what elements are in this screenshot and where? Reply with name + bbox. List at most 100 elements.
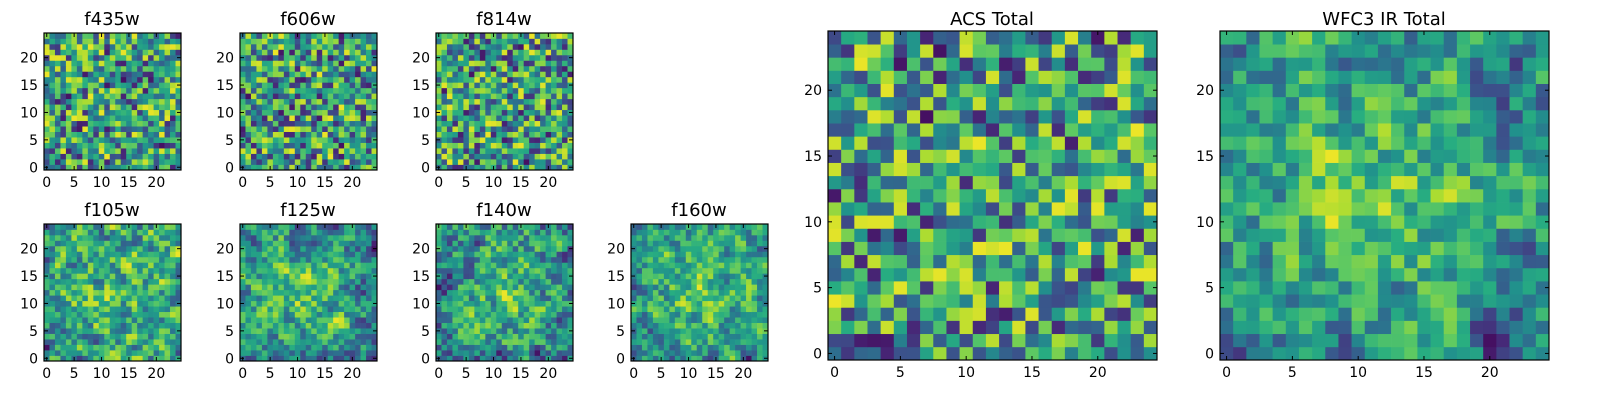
heatmap-cell [283, 311, 290, 318]
heatmap-cell [316, 137, 323, 143]
heatmap-cell [316, 76, 323, 83]
heatmap-cell [474, 38, 481, 45]
heatmap-cell [518, 93, 525, 100]
heatmap-cell [344, 350, 350, 356]
heatmap-cell [49, 87, 56, 94]
heatmap-cell [669, 317, 676, 323]
heatmap-cell [828, 307, 842, 321]
heatmap-cell [250, 148, 257, 154]
heatmap-cell [344, 76, 350, 83]
heatmap-cell [344, 137, 350, 143]
heatmap-cell [490, 245, 497, 252]
heatmap-cell [159, 33, 165, 39]
heatmap-cell [529, 306, 535, 313]
heatmap-cell [366, 311, 372, 318]
heatmap-cell [696, 322, 703, 329]
y-tick-label: 0 [225, 351, 234, 367]
heatmap-cell [98, 295, 105, 302]
heatmap-cell [463, 38, 470, 45]
heatmap-cell [512, 256, 519, 263]
heatmap-cell [338, 306, 345, 313]
heatmap-cell [567, 38, 574, 45]
heatmap-cell [740, 328, 747, 334]
heatmap-cell [256, 289, 263, 296]
heatmap-cell [452, 164, 459, 171]
heatmap-cell [137, 262, 143, 269]
heatmap-cell [98, 234, 105, 241]
heatmap-cell [98, 278, 105, 285]
heatmap-cell [322, 76, 329, 83]
heatmap-cell [746, 317, 752, 323]
heatmap-cell [512, 300, 519, 307]
heatmap-cell [446, 295, 453, 302]
heatmap-cell [120, 104, 127, 111]
heatmap-cell [115, 60, 122, 67]
heatmap-cell [567, 289, 574, 296]
heatmap-cell [71, 317, 78, 323]
heatmap-cell [311, 295, 318, 302]
heatmap-cell [289, 344, 296, 351]
heatmap-cell [272, 38, 279, 45]
heatmap-cell [707, 300, 714, 307]
y-tick-label: 5 [421, 324, 430, 340]
heatmap-cell [490, 104, 497, 111]
heatmap-cell [702, 311, 709, 318]
heatmap-cell [567, 43, 574, 50]
heatmap-cell [137, 148, 143, 154]
heatmap-cell [148, 273, 154, 280]
heatmap-cell [556, 49, 563, 56]
heatmap-cell [636, 229, 643, 236]
heatmap-cell [305, 339, 312, 345]
heatmap-cell [540, 115, 546, 122]
heatmap-cell [893, 320, 908, 335]
heatmap-cell [283, 65, 290, 72]
heatmap-cell [300, 148, 307, 154]
heatmap-cell [360, 306, 367, 313]
heatmap-cell [294, 245, 301, 252]
heatmap-cell [289, 104, 296, 111]
heatmap-cell [1038, 294, 1053, 308]
heatmap-cell [109, 295, 116, 302]
heatmap-cell [496, 126, 503, 132]
heatmap-cell [762, 339, 769, 345]
heatmap-cell [496, 82, 503, 89]
heatmap-cell [349, 87, 356, 94]
heatmap-cell [641, 300, 648, 307]
heatmap-cell [534, 142, 541, 149]
heatmap-cell [65, 49, 72, 56]
heatmap-cell [479, 234, 486, 241]
heatmap-cell [87, 65, 94, 72]
heatmap-cell [529, 289, 535, 296]
heatmap-cell [985, 175, 1000, 190]
heatmap-cell [327, 350, 334, 356]
heatmap-cell [674, 234, 681, 241]
heatmap-cell [148, 267, 154, 274]
heatmap-cell [1051, 267, 1066, 282]
heatmap-cell [87, 322, 94, 329]
heatmap-cell [131, 284, 138, 291]
heatmap-cell [71, 240, 78, 247]
heatmap-cell [272, 333, 279, 340]
heatmap-cell [250, 240, 257, 247]
heatmap-cell [562, 38, 568, 45]
heatmap-cell [724, 333, 730, 340]
heatmap-cell [446, 142, 453, 149]
heatmap-cell [142, 273, 149, 280]
heatmap-cell [98, 54, 105, 61]
heatmap-cell [534, 284, 541, 291]
heatmap-cell [757, 322, 763, 329]
heatmap-cell [338, 82, 345, 89]
heatmap-cell [567, 65, 574, 72]
heatmap-cell [109, 322, 116, 329]
heatmap-cell [240, 131, 246, 138]
heatmap-cell [272, 322, 279, 329]
heatmap-cell [452, 104, 459, 111]
heatmap-cell [153, 234, 160, 241]
heatmap-cell [933, 215, 947, 229]
heatmap-cell [283, 115, 290, 122]
heatmap-cell [93, 142, 100, 149]
heatmap-cell [674, 295, 681, 302]
heatmap-cell [512, 109, 519, 116]
heatmap-cell [289, 60, 296, 67]
heatmap-cell [344, 344, 350, 351]
